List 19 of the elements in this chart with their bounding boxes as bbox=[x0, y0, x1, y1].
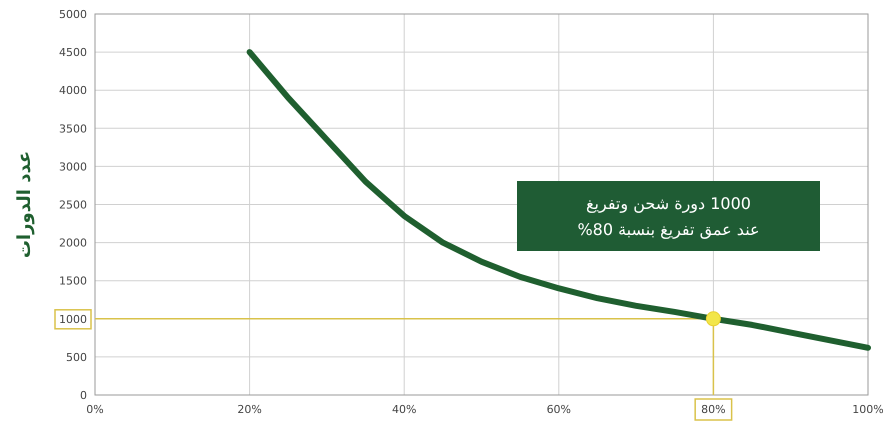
x-tick-label: 40% bbox=[392, 403, 416, 416]
x-tick-label: 0% bbox=[86, 403, 104, 416]
x-tick-label: 20% bbox=[237, 403, 262, 416]
y-tick-label: 3500 bbox=[59, 122, 87, 136]
y-tick-label: 4000 bbox=[59, 84, 87, 98]
y-tick-label: 1000 bbox=[59, 312, 87, 326]
x-tick-label: 60% bbox=[546, 403, 572, 416]
y-tick-label: 5000 bbox=[59, 8, 87, 21]
y-tick-label: 4500 bbox=[59, 46, 87, 60]
y-tick-label: 500 bbox=[66, 350, 87, 364]
y-tick-label: 0 bbox=[80, 389, 87, 402]
y-tick-label: 2500 bbox=[59, 198, 87, 212]
y-tick-label: 3000 bbox=[59, 160, 87, 174]
y-tick-label: 1500 bbox=[59, 274, 87, 288]
x-tick-label: 100% bbox=[852, 403, 883, 416]
y-axis-title: عدد الدورات bbox=[14, 150, 35, 258]
annotation: 1000 دورة شحن وتفريغ عند عمق تفريغ بنسبة 80% bbox=[577, 194, 760, 239]
x-tick-label: 80% bbox=[701, 403, 726, 416]
y-tick-label: 2000 bbox=[59, 236, 87, 250]
